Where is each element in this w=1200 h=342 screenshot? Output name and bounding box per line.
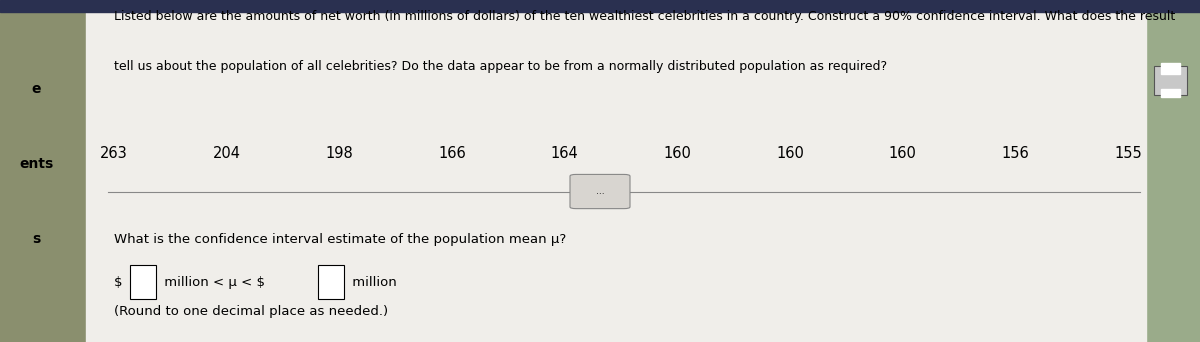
Text: (Round to one decimal place as needed.): (Round to one decimal place as needed.)	[114, 305, 388, 318]
Bar	[1160, 63, 1180, 74]
Text: 263: 263	[100, 146, 128, 161]
Text: 160: 160	[664, 146, 691, 161]
Text: 198: 198	[325, 146, 353, 161]
Text: e: e	[31, 82, 41, 96]
FancyBboxPatch shape	[1153, 66, 1187, 95]
Bar	[318, 265, 344, 299]
Text: 155: 155	[1114, 146, 1142, 161]
Text: ents: ents	[19, 157, 54, 171]
Text: million < μ < $: million < μ < $	[160, 276, 265, 289]
Text: tell us about the population of all celebrities? Do the data appear to be from a: tell us about the population of all cele…	[114, 60, 887, 73]
Bar	[130, 265, 156, 299]
Text: million: million	[348, 276, 397, 289]
Text: 160: 160	[889, 146, 917, 161]
Text: $: $	[114, 276, 122, 289]
Bar	[1146, 12, 1200, 342]
Text: 160: 160	[776, 146, 804, 161]
Text: ...: ...	[595, 187, 605, 196]
Text: 156: 156	[1002, 146, 1030, 161]
Text: 166: 166	[438, 146, 466, 161]
Bar	[0, 12, 86, 342]
Bar	[86, 12, 1146, 342]
Text: Listed below are the amounts of net worth (in millions of dollars) of the ten we: Listed below are the amounts of net wort…	[114, 10, 1175, 23]
Text: What is the confidence interval estimate of the population mean μ?: What is the confidence interval estimate…	[114, 233, 566, 246]
Text: s: s	[32, 233, 41, 246]
FancyBboxPatch shape	[570, 174, 630, 209]
Bar	[0, 0, 1200, 12]
Text: 204: 204	[212, 146, 241, 161]
Text: 164: 164	[551, 146, 578, 161]
Bar	[1160, 89, 1180, 97]
